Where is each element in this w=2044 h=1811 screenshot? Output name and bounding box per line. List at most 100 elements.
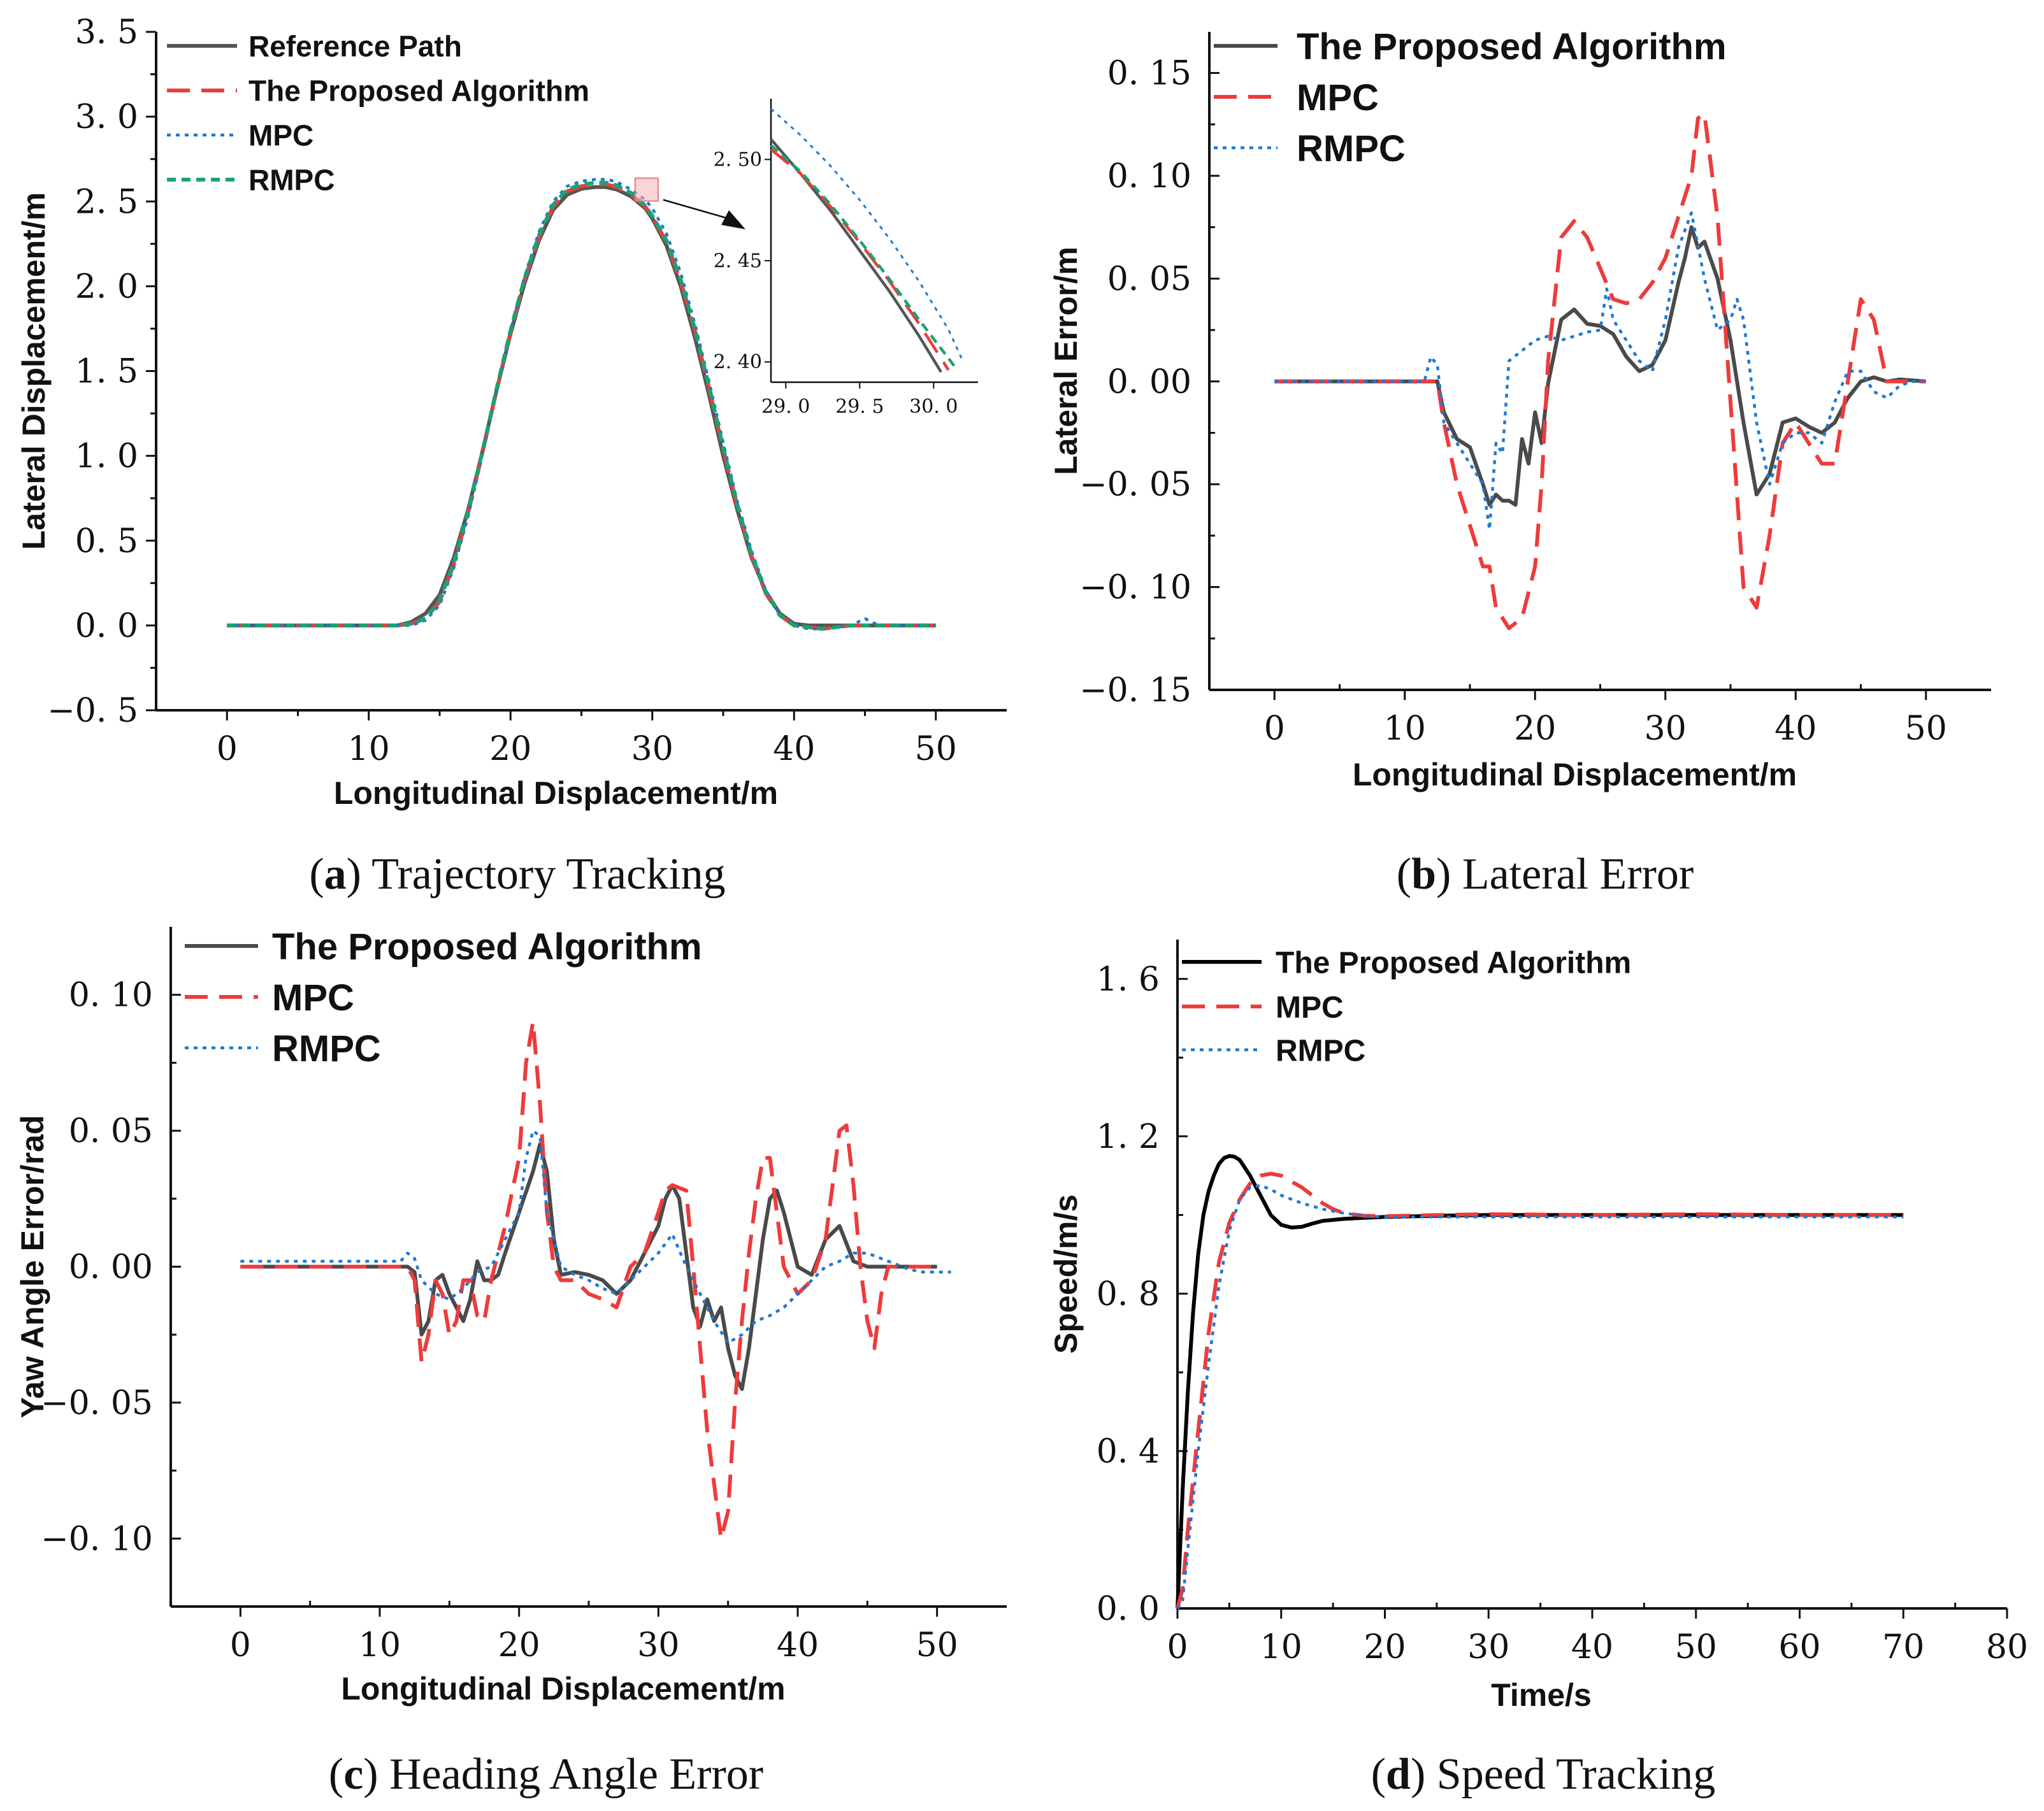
caption-text: Trajectory Tracking [361,850,726,899]
panel-caption: (a) Trajectory Tracking [309,850,725,899]
x-tick-label: 20 [498,1626,540,1664]
caption-text: Speed Tracking [1425,1750,1715,1799]
legend-label-mpc: MPC [248,119,313,152]
x-tick-label: 40 [1571,1628,1613,1666]
legend-label-reference-path: Reference Path [248,30,462,63]
panel-caption: (b) Lateral Error [1397,850,1694,899]
legend-label-the-proposed-algorithm: The Proposed Algorithm [1276,946,1631,980]
y-tick-label: −0. 5 [47,692,138,730]
caption-letter: d [1386,1750,1411,1799]
y-axis-label: Yaw Angle Error/rad [15,1115,50,1418]
y-tick-label: −0. 05 [41,1384,153,1422]
inset-background [771,99,978,382]
x-axis-label: Longitudinal Displacement/m [334,775,778,811]
inset-series-line-mpc [770,108,965,362]
y-axis-label: Lateral Error/m [1048,247,1084,475]
series-line-the-proposed-algorithm [1176,1154,1904,1609]
x-tick-label: 10 [359,1626,401,1664]
legend-label-mpc: MPC [1276,991,1344,1024]
panel-caption: (d) Speed Tracking [1371,1750,1716,1799]
y-tick-label: 0. 05 [1107,260,1191,298]
inset-x-tick-label: 29. 5 [835,396,884,418]
caption-letter: b [1411,850,1436,899]
caption-paren-close: ) [1436,850,1451,899]
caption-paren-open: ( [1397,850,1411,899]
x-tick-label: 20 [489,730,531,768]
y-tick-label: 0. 5 [75,522,138,561]
panel-c-heading-angle-error: 0 10 20 30 40 50 −0. 10 −0. 05 0. 00 0. 05 0. 10 Lo… [15,926,1007,1799]
y-tick-label: 3. 5 [75,13,138,52]
legend-label-rmpc: RMPC [248,164,335,197]
caption-paren-open: ( [309,850,324,899]
legend-label-mpc: MPC [272,977,354,1019]
panel-b-lateral-error: 0 10 20 30 40 50 −0. 15 −0. 10 −0. 05 0. 00 0. 05 0… [1048,26,1991,899]
inset-y-tick-label: 2. 45 [714,250,762,272]
y-tick-label: −0. 15 [1079,671,1191,710]
y-tick-label: 1. 2 [1097,1118,1160,1156]
caption-text: Lateral Error [1451,850,1694,899]
x-tick-label: 80 [1986,1628,2028,1666]
inset-series-line-the-proposed-algorithm [770,148,950,371]
y-tick-label: 0. 4 [1097,1433,1160,1471]
y-tick-label: 0. 00 [1107,363,1191,401]
y-tick-label: 3. 0 [75,98,138,136]
x-axis-label: Longitudinal Displacement/m [1353,757,1797,792]
x-axis-label: Longitudinal Displacement/m [341,1671,785,1707]
caption-paren-open: ( [1371,1750,1386,1799]
y-tick-label: 0. 10 [1107,157,1191,196]
caption-paren-close: ) [347,850,361,899]
series-line-mpc [1176,1171,1904,1609]
y-tick-label: 2. 5 [75,183,138,221]
zoom-arrow-head [721,210,745,229]
y-tick-label: 0. 0 [1097,1590,1160,1628]
y-tick-label: −0. 10 [1079,569,1191,607]
series-line-the-proposed-algorithm [240,1142,937,1391]
legend-label-rmpc: RMPC [272,1028,381,1070]
x-tick-label: 0 [1264,710,1285,748]
x-tick-label: 40 [773,730,815,768]
x-tick-label: 0 [217,730,238,768]
x-tick-label: 50 [916,1626,958,1664]
legend-label-rmpc: RMPC [1297,128,1406,169]
series-line-rmpc [240,1129,951,1345]
x-tick-label: 50 [915,730,957,768]
x-tick-label: 30 [637,1626,679,1664]
y-tick-label: −0. 05 [1079,466,1191,504]
inset-x-tick-label: 29. 0 [761,396,810,418]
inset-x-tick-label: 30. 0 [909,396,958,418]
y-tick-label: 0. 15 [1107,55,1191,93]
x-tick-label: 30 [1467,1628,1509,1666]
zoom-inset: 29. 0 29. 5 30. 0 2. 40 2. 45 2. 50 [714,99,978,418]
zoom-arrow-line [663,199,733,221]
x-tick-label: 50 [1905,710,1947,748]
x-tick-label: 70 [1882,1628,1924,1666]
x-tick-label: 10 [1260,1628,1302,1666]
legend-label-mpc: MPC [1297,77,1379,118]
y-tick-label: 0. 05 [69,1112,153,1150]
series-line-the-proposed-algorithm [1274,225,1927,507]
y-tick-label: 0. 10 [69,977,153,1015]
x-axis-label: Time/s [1491,1677,1592,1713]
legend-label-the-proposed-algorithm: The Proposed Algorithm [272,926,702,968]
y-axis-label: Speed/m/s [1048,1194,1084,1354]
y-tick-label: 1. 5 [75,353,138,391]
y-tick-label: 2. 0 [75,268,138,306]
panel-caption: (c) Heading Angle Error [329,1750,763,1799]
y-axis-label: Lateral Displacement/m [16,192,52,550]
caption-paren-close: ) [363,1750,378,1799]
x-tick-label: 50 [1675,1628,1717,1666]
x-tick-label: 20 [1364,1628,1406,1666]
x-tick-label: 0 [1167,1628,1188,1666]
caption-paren-close: ) [1411,1750,1425,1799]
y-tick-label: 0. 8 [1097,1275,1160,1314]
x-tick-label: 10 [348,730,390,768]
series-line-rmpc [1274,211,1926,531]
x-tick-label: 40 [1774,710,1817,748]
y-tick-label: 0. 00 [69,1249,153,1287]
x-tick-label: 10 [1384,710,1426,748]
y-tick-label: 1. 0 [75,438,138,476]
caption-letter: a [324,850,347,899]
x-tick-label: 0 [230,1626,251,1664]
y-tick-label: 1. 6 [1097,961,1160,999]
